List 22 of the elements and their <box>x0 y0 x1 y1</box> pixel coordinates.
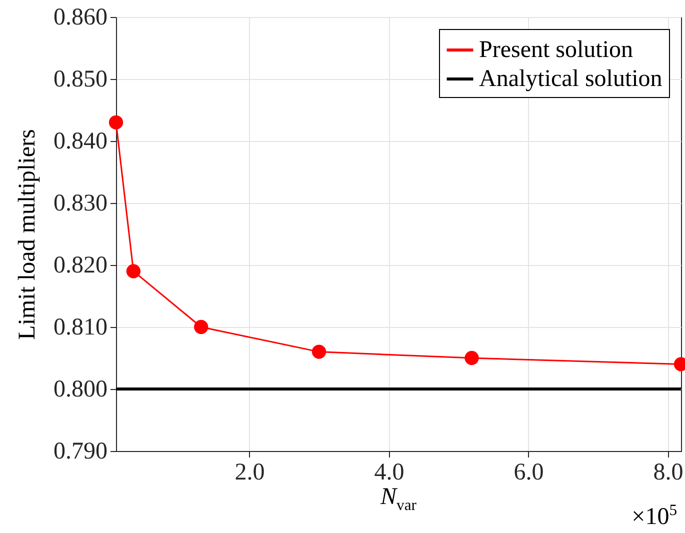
x-tick-label: 2.0 <box>234 460 265 486</box>
y-tick-label: 0.830 <box>54 190 108 216</box>
y-tick-label: 0.850 <box>54 66 108 92</box>
point <box>126 264 141 278</box>
x-tick-label: 4.0 <box>374 460 404 486</box>
y-tick-label: 0.860 <box>54 4 108 30</box>
text: ×10$^{5}$ <box>632 502 677 531</box>
point <box>194 320 208 334</box>
point <box>312 344 326 359</box>
y-tick-label: 0.810 <box>54 314 108 340</box>
y-tick-label: 0.820 <box>54 252 108 278</box>
y-tick-label: 0.790 <box>54 438 108 464</box>
x-tick-label: 8.0 <box>653 460 684 486</box>
x-tick-label: 6.0 <box>514 460 544 486</box>
legend-label: Analytical solution <box>479 66 662 92</box>
point <box>464 350 479 366</box>
x-axis-title: N$_{var}$ <box>380 484 416 514</box>
legend-label: Present solution <box>479 37 633 63</box>
point <box>108 115 124 130</box>
y-axis-title: Limit load multipliers <box>14 129 40 340</box>
y-tick-label: 0.800 <box>54 376 108 402</box>
y-tick-label: 0.840 <box>54 128 108 154</box>
